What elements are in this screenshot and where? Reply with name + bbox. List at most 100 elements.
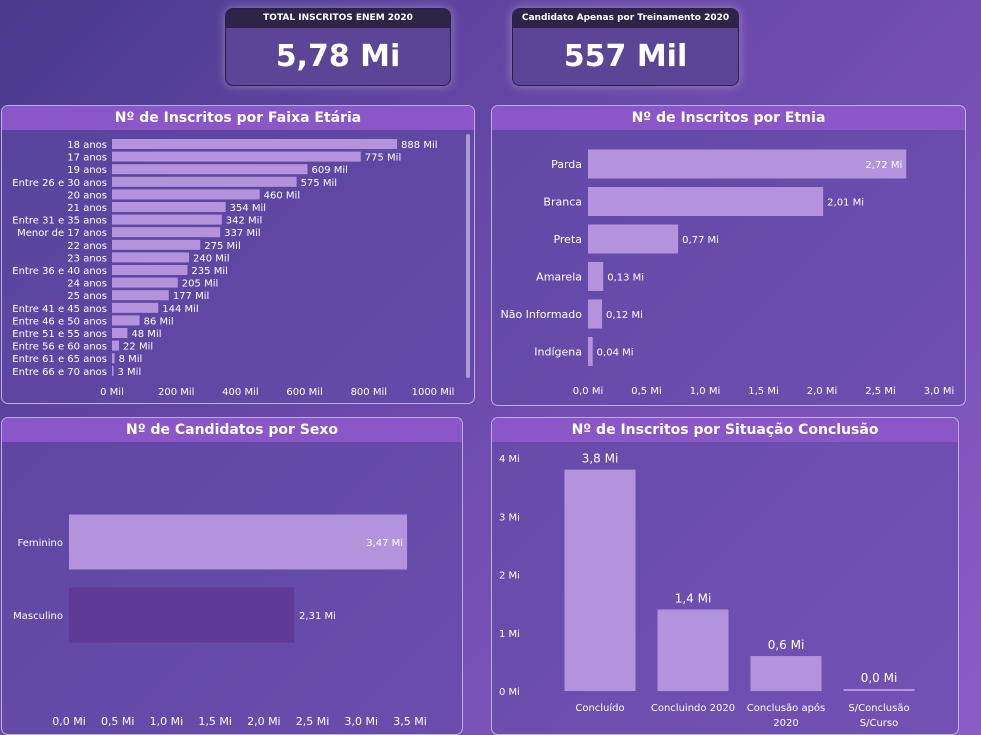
category-label: Não Informado: [500, 308, 582, 321]
bar: [112, 151, 361, 162]
category-label: Entre 51 e 55 anos: [12, 329, 107, 340]
kpi-treinamento-title: Candidato Apenas por Treinamento 2020: [513, 9, 738, 28]
bar: [112, 189, 260, 200]
y-tick-label: 4 Mi: [499, 454, 520, 465]
category-label: Branca: [543, 196, 582, 209]
data-label: 0,12 Mi: [606, 310, 643, 321]
bar: [112, 239, 201, 250]
x-tick-label: 200 Mil: [158, 387, 194, 398]
category-label: 18 anos: [67, 140, 107, 151]
data-label: 0,77 Mi: [682, 235, 719, 246]
category-label: Entre 66 e 70 anos: [12, 367, 107, 378]
category-label: 24 anos: [67, 279, 107, 290]
kpi-treinamento-value: 557 Mil: [563, 39, 688, 74]
x-tick-label: 2,5 Mi: [296, 715, 330, 728]
panel-faixa-etaria: Nº de Inscritos por Faixa Etária 18 anos…: [1, 105, 475, 404]
bar: [588, 337, 593, 366]
bar: [588, 299, 603, 329]
data-label: 0,0 Mi: [861, 671, 898, 685]
scrollbar[interactable]: [466, 134, 470, 378]
category-label: S/Curso: [860, 718, 898, 729]
data-label: 775 Mil: [365, 153, 401, 164]
data-label: 8 Mil: [119, 354, 143, 365]
category-label: 2020: [773, 718, 798, 729]
category-label: Feminino: [18, 538, 63, 549]
data-label: 609 Mil: [311, 165, 347, 176]
category-label: Amarela: [536, 271, 582, 284]
x-tick-label: 0,5 Mi: [101, 715, 135, 728]
bar: [112, 290, 169, 301]
x-tick-label: 400 Mil: [222, 387, 258, 398]
x-tick-label: 2,0 Mi: [807, 386, 838, 397]
data-label: 1,4 Mi: [675, 591, 712, 605]
bar: [564, 469, 636, 691]
y-tick-label: 2 Mi: [499, 571, 520, 582]
data-label: 240 Mil: [193, 253, 229, 264]
panel-title-situacao: Nº de Inscritos por Situação Conclusão: [492, 418, 958, 442]
category-label: Concluído: [575, 702, 624, 714]
bar: [112, 277, 178, 288]
data-label: 2,01 Mi: [827, 198, 864, 209]
chart-svg: Feminino 3,47 Mi Masculino 2,31 Mi 0,0 Mi 0,5…: [13, 514, 427, 728]
y-tick-label: 1 Mi: [499, 629, 520, 640]
panel-situacao-conclusao: Nº de Inscritos por Situação Conclusão 0…: [491, 417, 959, 735]
category-label: 23 anos: [67, 253, 107, 264]
data-label: 3,47 Mi: [366, 538, 403, 549]
category-label: Entre 46 e 50 anos: [12, 316, 107, 327]
data-label: 460 Mil: [264, 190, 300, 201]
bar: [112, 227, 221, 238]
bar: [112, 328, 128, 338]
x-tick-label: 0,5 Mi: [631, 386, 662, 397]
panel-title-etnia: Nº de Inscritos por Etnia: [492, 106, 965, 130]
category-label: Parda: [551, 158, 582, 171]
data-label: 144 Mil: [162, 304, 198, 315]
category-label: Concluindo 2020: [651, 703, 735, 714]
category-label: 25 anos: [67, 291, 107, 302]
bar: [112, 353, 115, 364]
data-label: 86 Mil: [144, 316, 174, 327]
x-tick-label: 3,0 Mi: [345, 715, 379, 728]
kpi-total-value: 5,78 Mi: [275, 39, 401, 74]
data-label: 2,72 Mi: [865, 160, 902, 171]
bar: [588, 149, 907, 179]
x-tick-label: 3,0 Mi: [924, 386, 955, 397]
x-tick-label: 1,0 Mi: [690, 386, 721, 397]
data-label: 3 Mil: [118, 367, 142, 378]
bar: [112, 302, 159, 313]
data-label: 0,6 Mi: [768, 638, 805, 652]
bar: [657, 609, 729, 691]
category-label: Entre 41 e 45 anos: [12, 304, 107, 315]
bar: [112, 265, 188, 275]
data-label: 354 Mil: [230, 203, 266, 214]
data-label: 2,31 Mi: [299, 611, 336, 622]
bar: [69, 514, 408, 570]
bar: [588, 224, 679, 254]
category-label: Entre 61 e 65 anos: [12, 354, 107, 365]
category-label: Entre 31 e 35 anos: [12, 216, 107, 227]
bar: [750, 656, 822, 691]
bar: [588, 187, 824, 216]
bar: [112, 252, 190, 263]
data-label: 275 Mil: [204, 241, 240, 252]
data-label: 0,04 Mi: [597, 348, 634, 359]
panel-sexo: Nº de Candidatos por Sexo Feminino 3,47 M…: [1, 417, 463, 735]
kpi-total-title: TOTAL INSCRITOS ENEM 2020: [226, 9, 450, 28]
data-label: 177 Mil: [173, 291, 209, 302]
x-tick-label: 3,5 Mi: [393, 715, 427, 728]
x-tick-label: 2,0 Mi: [247, 715, 281, 728]
category-label: 21 anos: [67, 203, 107, 214]
kpi-treinamento: Candidato Apenas por Treinamento 2020 55…: [512, 8, 739, 86]
y-tick-label: 3 Mi: [499, 512, 520, 523]
kpi-total-inscritos: TOTAL INSCRITOS ENEM 2020 5,78 Mi: [225, 8, 451, 86]
bar: [112, 176, 297, 187]
x-tick-label: 800 Mil: [351, 387, 387, 398]
category-label: Preta: [553, 233, 582, 246]
x-tick-label: 0,0 Mi: [573, 386, 604, 397]
bar: [112, 164, 308, 175]
data-label: 22 Mil: [123, 342, 153, 353]
category-label: Entre 56 e 60 anos: [12, 342, 107, 353]
category-label: Entre 26 e 30 anos: [12, 178, 107, 189]
y-tick-label: 0 Mi: [499, 687, 520, 698]
panel-etnia: Nº de Inscritos por Etnia Parda 2,72 Mi Br…: [491, 105, 966, 406]
bar: [112, 139, 398, 149]
